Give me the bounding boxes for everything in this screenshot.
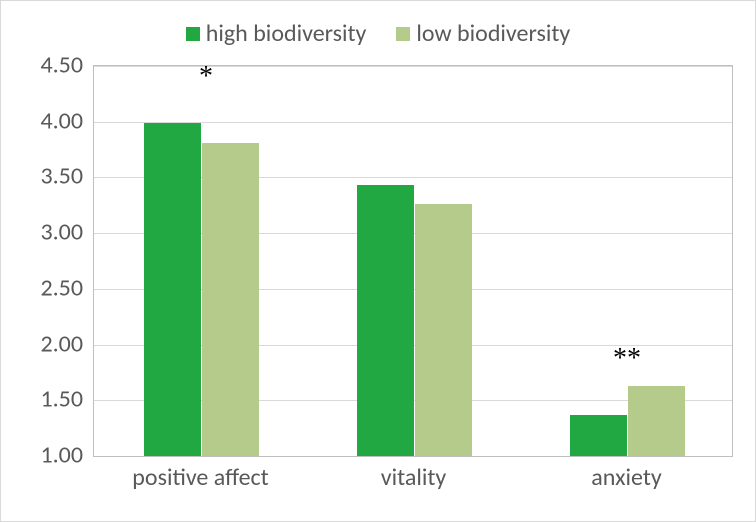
- x-tick-label: positive affect: [132, 463, 268, 492]
- significance-marker: *: [199, 61, 213, 93]
- plot-area: [93, 65, 733, 457]
- bar: [202, 143, 259, 456]
- x-tick-label: anxiety: [591, 463, 662, 492]
- legend-item-high: high biodiversity: [186, 19, 367, 48]
- legend-label-high: high biodiversity: [206, 19, 367, 48]
- bar: [357, 185, 414, 456]
- y-tick-label: 3.00: [23, 218, 83, 247]
- bar: [144, 123, 201, 456]
- y-tick-label: 1.00: [23, 441, 83, 470]
- legend-swatch-low: [396, 27, 410, 41]
- y-tick-label: 1.50: [23, 385, 83, 414]
- bar: [628, 386, 685, 456]
- y-tick-label: 4.00: [23, 106, 83, 135]
- x-tick-label: vitality: [381, 463, 447, 492]
- bar: [415, 204, 472, 456]
- chart-container: high biodiversity low biodiversity 1.00 1…: [0, 0, 756, 522]
- bar: [570, 415, 627, 456]
- y-tick-label: 4.50: [23, 51, 83, 80]
- significance-marker: **: [613, 343, 641, 375]
- y-tick-label: 2.50: [23, 273, 83, 302]
- legend-label-low: low biodiversity: [416, 19, 570, 48]
- y-tick-label: 3.50: [23, 162, 83, 191]
- legend-swatch-high: [186, 27, 200, 41]
- legend: high biodiversity low biodiversity: [1, 19, 755, 48]
- legend-item-low: low biodiversity: [396, 19, 570, 48]
- gridline: [94, 66, 732, 67]
- y-tick-label: 2.00: [23, 329, 83, 358]
